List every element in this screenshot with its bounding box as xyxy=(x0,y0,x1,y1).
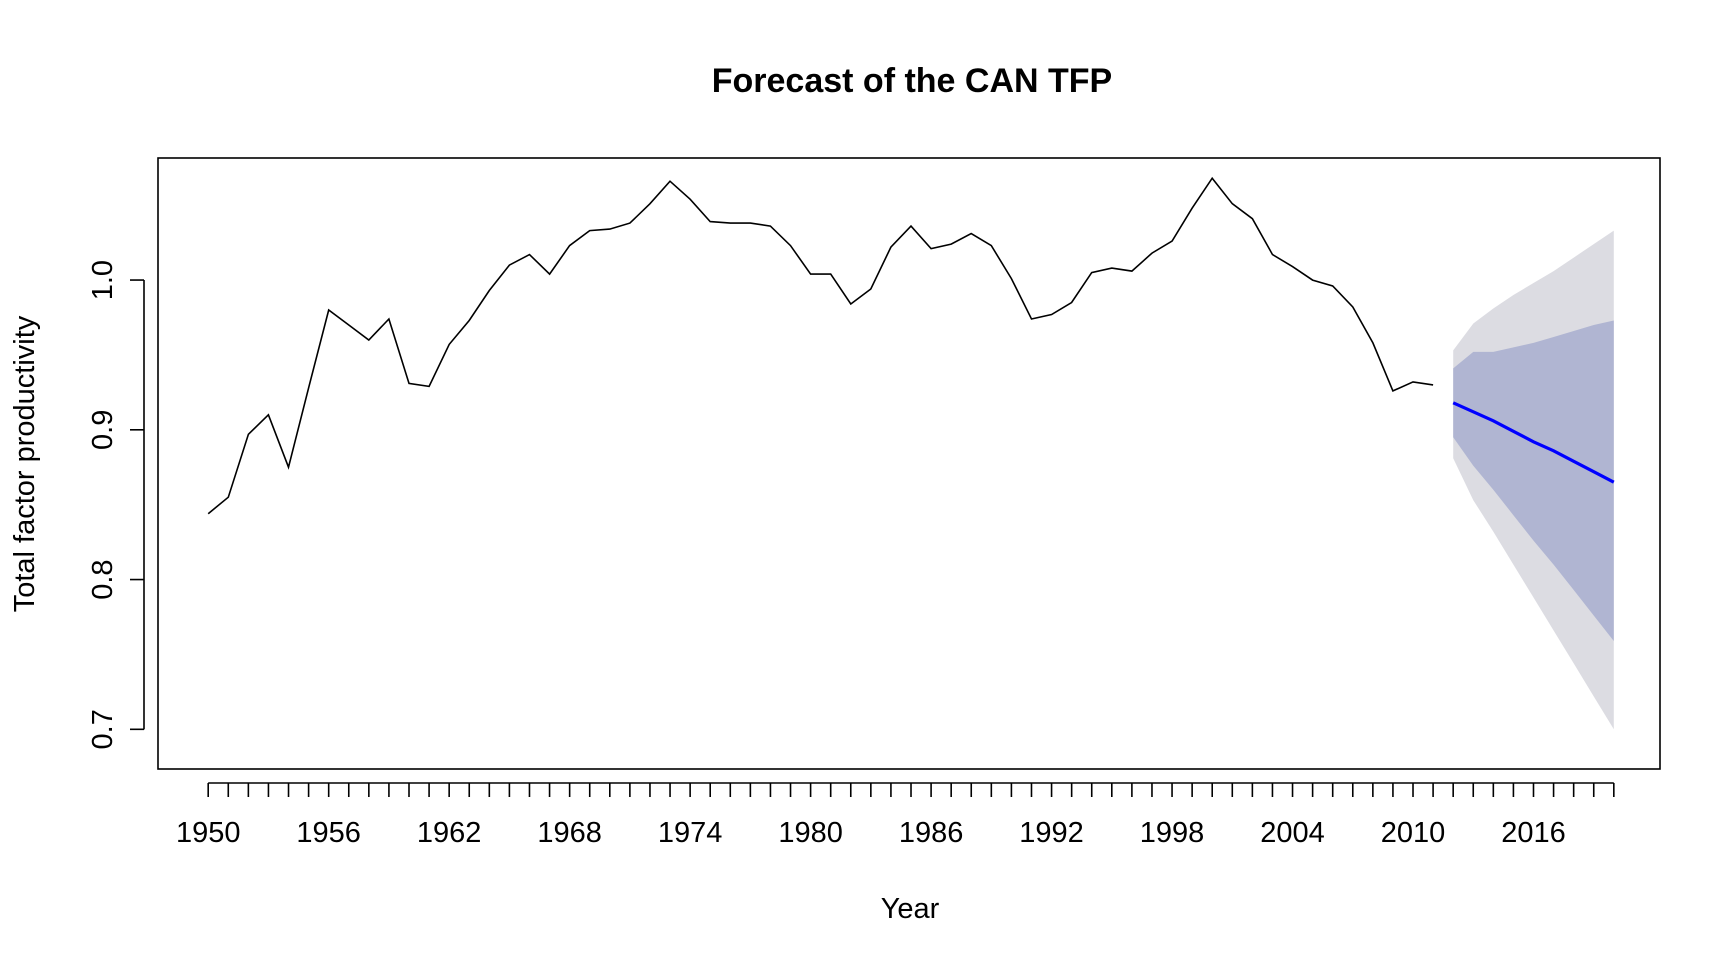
x-tick-label: 1992 xyxy=(1019,817,1084,849)
x-axis-label: Year xyxy=(881,893,940,925)
x-tick-label: 1962 xyxy=(417,817,482,849)
y-axis-label: Total factor productivity xyxy=(9,315,41,612)
plot-frame xyxy=(157,157,1661,770)
y-tick-label: 0.9 xyxy=(87,410,119,450)
prediction-intervals xyxy=(1453,230,1614,730)
x-tick-label: 1974 xyxy=(658,817,723,849)
x-tick-label: 2016 xyxy=(1501,817,1566,849)
x-tick-label: 1968 xyxy=(537,817,602,849)
y-tick-label: 0.7 xyxy=(87,709,119,749)
chart-title: Forecast of the CAN TFP xyxy=(712,62,1112,100)
plot-area xyxy=(157,157,1661,770)
y-tick-label: 1.0 xyxy=(87,260,119,300)
x-tick-label: 2004 xyxy=(1260,817,1325,849)
y-tick-label: 0.8 xyxy=(87,559,119,599)
x-tick-label: 1950 xyxy=(176,817,241,849)
history-line xyxy=(207,176,1434,515)
series-lines xyxy=(207,176,1615,515)
y-axis: 0.7 0.8 0.9 1.0 xyxy=(87,260,145,749)
x-tick-label: 1956 xyxy=(296,817,361,849)
x-tick-label: 1998 xyxy=(1140,817,1205,849)
x-tick-label: 1986 xyxy=(899,817,964,849)
x-tick-label: 2010 xyxy=(1381,817,1446,849)
x-tick-label: 1980 xyxy=(778,817,843,849)
forecast-line xyxy=(1452,401,1615,484)
x-axis: 1950 1956 1962 1968 1974 1980 1986 1992 1998 2004… xyxy=(176,782,1615,849)
band-80 xyxy=(1453,320,1614,641)
